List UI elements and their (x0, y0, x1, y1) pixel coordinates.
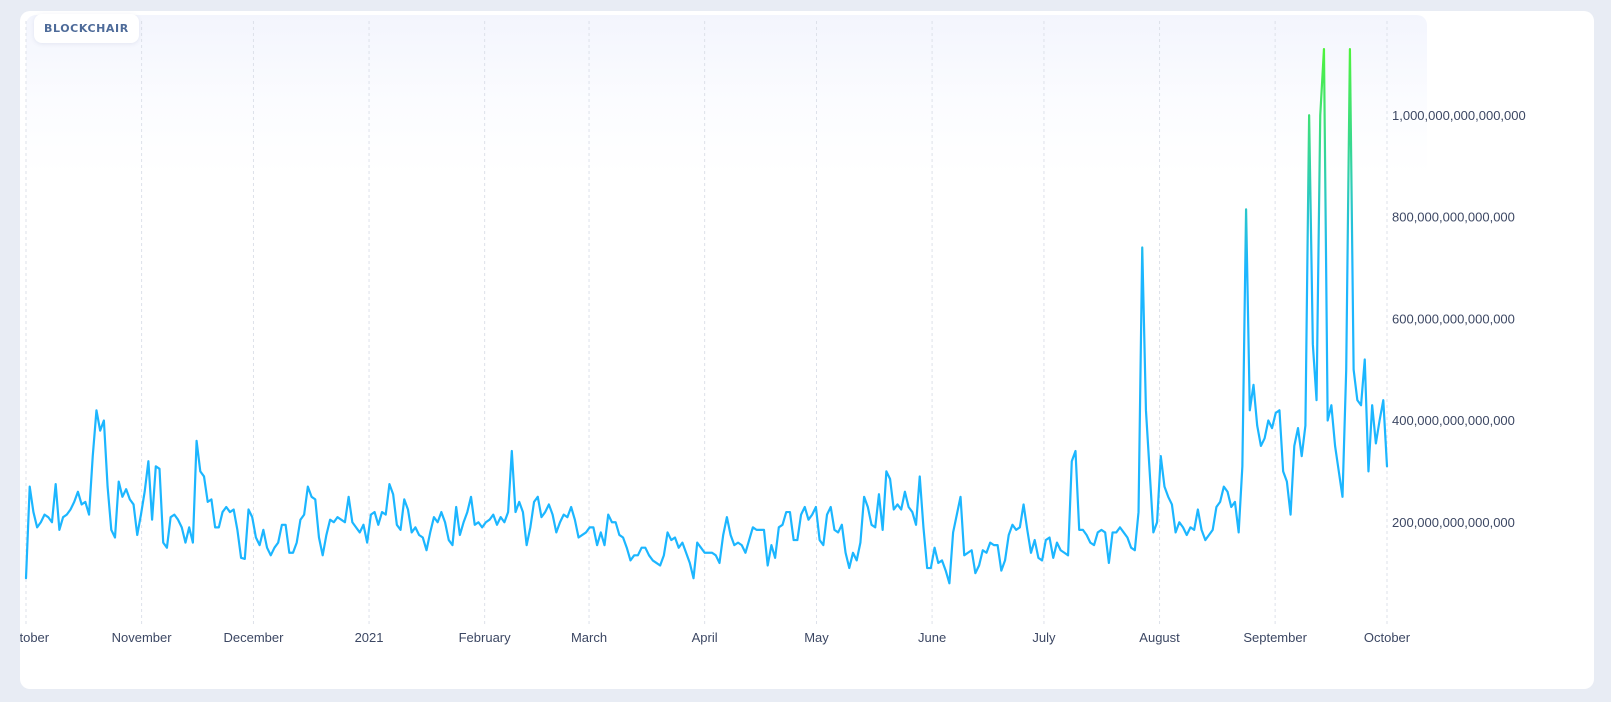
x-tick-label: April (692, 630, 718, 645)
y-tick-label: 800,000,000,000,000 (1392, 210, 1515, 225)
line-chart[interactable]: 200,000,000,000,000 400,000,000,000,000 60… (20, 11, 1594, 689)
y-tick-label: 600,000,000,000,000 (1392, 311, 1515, 326)
x-axis: October November December 2021 February March… (20, 630, 1411, 645)
x-tick-label: May (804, 630, 829, 645)
x-tick-label: July (1032, 630, 1056, 645)
blockchair-logo: BLOCKCHAIR (34, 14, 139, 43)
x-tick-label: October (20, 630, 50, 645)
x-tick-label: June (918, 630, 946, 645)
chart-card: BLOCKCHAIR 200,000,000,000,000 400,000,00… (20, 11, 1594, 689)
x-tick-label: September (1243, 630, 1307, 645)
x-tick-label: 2021 (355, 630, 384, 645)
x-tick-label: November (112, 630, 173, 645)
x-tick-label: August (1139, 630, 1180, 645)
x-tick-label: March (571, 630, 607, 645)
y-tick-label: 1,000,000,000,000,000 (1392, 108, 1526, 123)
series-line[interactable] (24, 48, 1389, 585)
y-tick-label: 200,000,000,000,000 (1392, 515, 1515, 530)
x-tick-label: February (459, 630, 512, 645)
series-layer (24, 48, 1389, 585)
grid-lines (25, 21, 1388, 627)
y-tick-label: 400,000,000,000,000 (1392, 413, 1515, 428)
y-axis: 200,000,000,000,000 400,000,000,000,000 60… (1392, 108, 1526, 530)
x-tick-label: October (1364, 630, 1411, 645)
x-tick-label: December (223, 630, 284, 645)
